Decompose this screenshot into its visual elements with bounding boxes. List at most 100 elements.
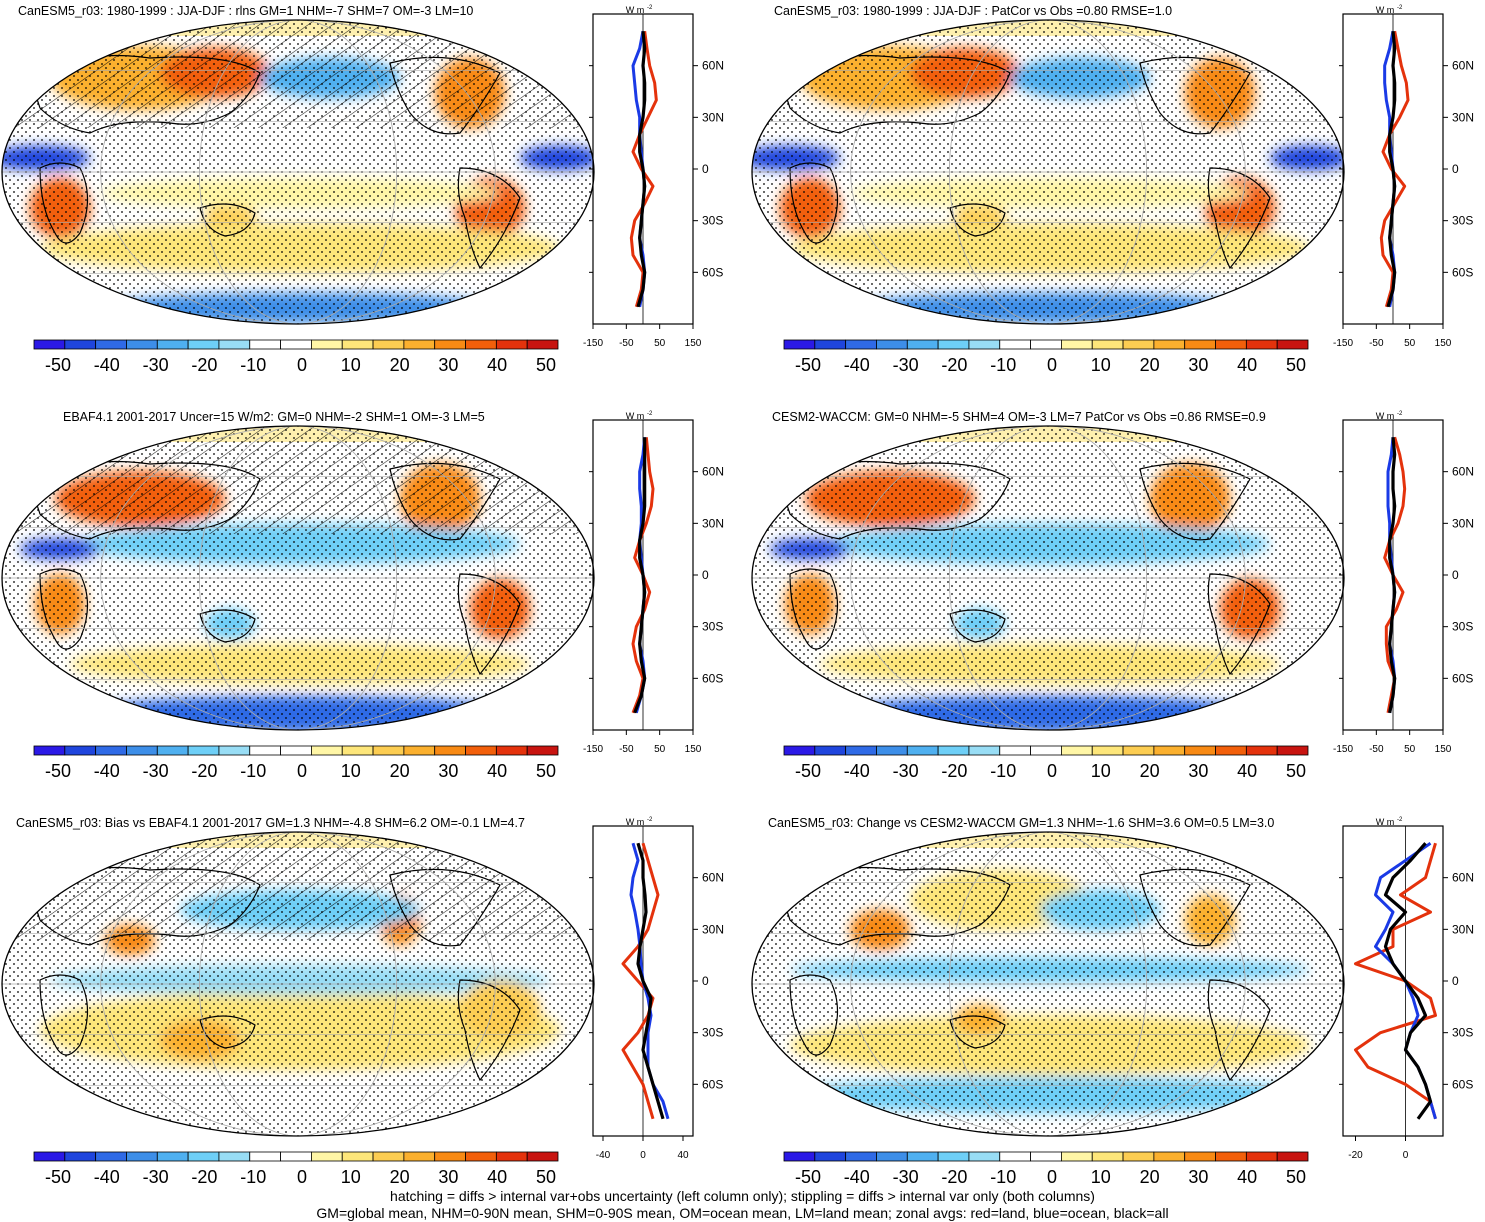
colorbar-tick-label: 20 [1140, 355, 1160, 375]
x-tick-label: 50 [1404, 338, 1416, 349]
colorbar-tick-label: 40 [1237, 1167, 1257, 1187]
colorbar-swatch [1031, 746, 1062, 755]
units-exponent: -2 [647, 5, 653, 11]
colorbar-swatch [157, 340, 188, 349]
colorbar-swatch [188, 746, 219, 755]
x-tick-label: 50 [654, 338, 666, 349]
units-exponent: -2 [1397, 817, 1403, 823]
units-exponent: -2 [647, 817, 653, 823]
colorbar-tick-label: -20 [941, 761, 967, 781]
x-tick-label: 150 [1435, 338, 1452, 349]
colorbar-swatch [1031, 1152, 1062, 1161]
colorbar-swatch [1092, 746, 1123, 755]
colorbar-swatch [466, 746, 497, 755]
x-tick-label: -150 [1333, 338, 1353, 349]
panel-title-1: CanESM5_r03: 1980-1999 : JJA-DJF : rlns … [18, 4, 473, 18]
lat-tick-label: 0 [702, 974, 709, 988]
footnote-line-2: GM=global mean, NHM=0-90N mean, SHM=0-90… [0, 1205, 1485, 1222]
colorbar-tick-label: 40 [487, 761, 507, 781]
colorbar-swatch [1277, 340, 1308, 349]
colorbar-swatch [373, 340, 404, 349]
colorbar-swatch [1246, 340, 1277, 349]
colorbar-swatch [1216, 340, 1247, 349]
colorbar-swatch [281, 1152, 312, 1161]
colorbar-swatch [1000, 1152, 1031, 1161]
colorbar-tick-label: 40 [487, 1167, 507, 1187]
colorbar-tick-label: -40 [844, 1167, 870, 1187]
colorbar-swatch [188, 340, 219, 349]
colorbar-tick-label: -20 [941, 1167, 967, 1187]
colorbar-tick-label: 50 [1286, 1167, 1306, 1187]
lat-tick-label: 30N [702, 110, 724, 124]
colorbar-tick-label: -10 [990, 1167, 1016, 1187]
lat-tick-label: 30S [702, 214, 723, 228]
colorbar-swatch [527, 746, 558, 755]
colorbar-swatch [527, 340, 558, 349]
colorbar-swatch [1092, 340, 1123, 349]
colorbar-swatch [1000, 340, 1031, 349]
colorbar-swatch [1123, 1152, 1154, 1161]
colorbar-tick-label: 20 [390, 761, 410, 781]
x-tick-label: -50 [1369, 744, 1384, 755]
colorbar-swatch [342, 340, 373, 349]
colorbar-tick-label: 10 [1091, 355, 1111, 375]
colorbar-tick-label: 30 [438, 355, 458, 375]
colorbar-tick-label: 30 [438, 761, 458, 781]
colorbar-tick-label: 10 [341, 355, 361, 375]
map-panel-1 [0, 18, 596, 326]
colorbar-tick-label: -30 [893, 761, 919, 781]
colorbar-swatch [815, 746, 846, 755]
colorbar-tick-label: 0 [1047, 761, 1057, 781]
units-label: W m [626, 411, 645, 421]
colorbar-tick-label: -30 [143, 761, 169, 781]
colorbar-tick-label: 20 [1140, 1167, 1160, 1187]
colorbar-tick-label: -10 [240, 761, 266, 781]
colorbar-swatch [1154, 340, 1185, 349]
colorbar-tick-label: -50 [795, 761, 821, 781]
map-panel-6 [750, 830, 1346, 1138]
colorbar-swatch [1277, 746, 1308, 755]
colorbar-tick-label: 40 [1237, 355, 1257, 375]
colorbar-swatch [435, 746, 466, 755]
colorbar-swatch [404, 1152, 435, 1161]
colorbar-swatch [250, 340, 281, 349]
x-tick-label: -150 [583, 744, 603, 755]
colorbar-tick-label: 50 [1286, 355, 1306, 375]
lat-tick-label: 60S [1452, 1077, 1473, 1091]
colorbar-swatch [938, 746, 969, 755]
colorbar-swatch [1031, 340, 1062, 349]
lat-tick-label: 60S [702, 1077, 723, 1091]
colorbar-swatch [373, 1152, 404, 1161]
panel-title-2: CanESM5_r03: 1980-1999 : JJA-DJF : PatCo… [774, 4, 1172, 18]
x-tick-label: -150 [583, 338, 603, 349]
panel-title-4: CESM2-WACCM: GM=0 NHM=-5 SHM=4 OM=-3 LM=… [772, 410, 1266, 424]
colorbar-swatch [34, 1152, 65, 1161]
lat-tick-label: 30S [702, 620, 723, 634]
colorbar-swatch [311, 746, 342, 755]
colorbar-swatch [1061, 746, 1092, 755]
colorbar-swatch [784, 340, 815, 349]
colorbar-swatch [1277, 1152, 1308, 1161]
colorbar-swatch [876, 746, 907, 755]
lat-tick-label: 0 [1452, 568, 1459, 582]
x-tick-label: -40 [596, 1150, 611, 1161]
lat-tick-label: 60S [702, 265, 723, 279]
colorbar-swatch [1185, 746, 1216, 755]
colorbar-swatch [496, 1152, 527, 1161]
lat-tick-label: 30S [702, 1026, 723, 1040]
colorbar-tick-label: 0 [297, 355, 307, 375]
panel-title-6: CanESM5_r03: Change vs CESM2-WACCM GM=1.… [768, 816, 1274, 830]
colorbar-swatch [435, 340, 466, 349]
colorbar-swatch [342, 746, 373, 755]
x-tick-label: 150 [685, 338, 702, 349]
colorbar-swatch [1154, 746, 1185, 755]
colorbar-tick-label: -30 [893, 1167, 919, 1187]
colorbar-swatch [1216, 1152, 1247, 1161]
colorbar-tick-label: 50 [536, 1167, 556, 1187]
colorbar-swatch [815, 1152, 846, 1161]
colorbar-tick-label: -30 [893, 355, 919, 375]
lat-tick-label: 30S [1452, 214, 1473, 228]
